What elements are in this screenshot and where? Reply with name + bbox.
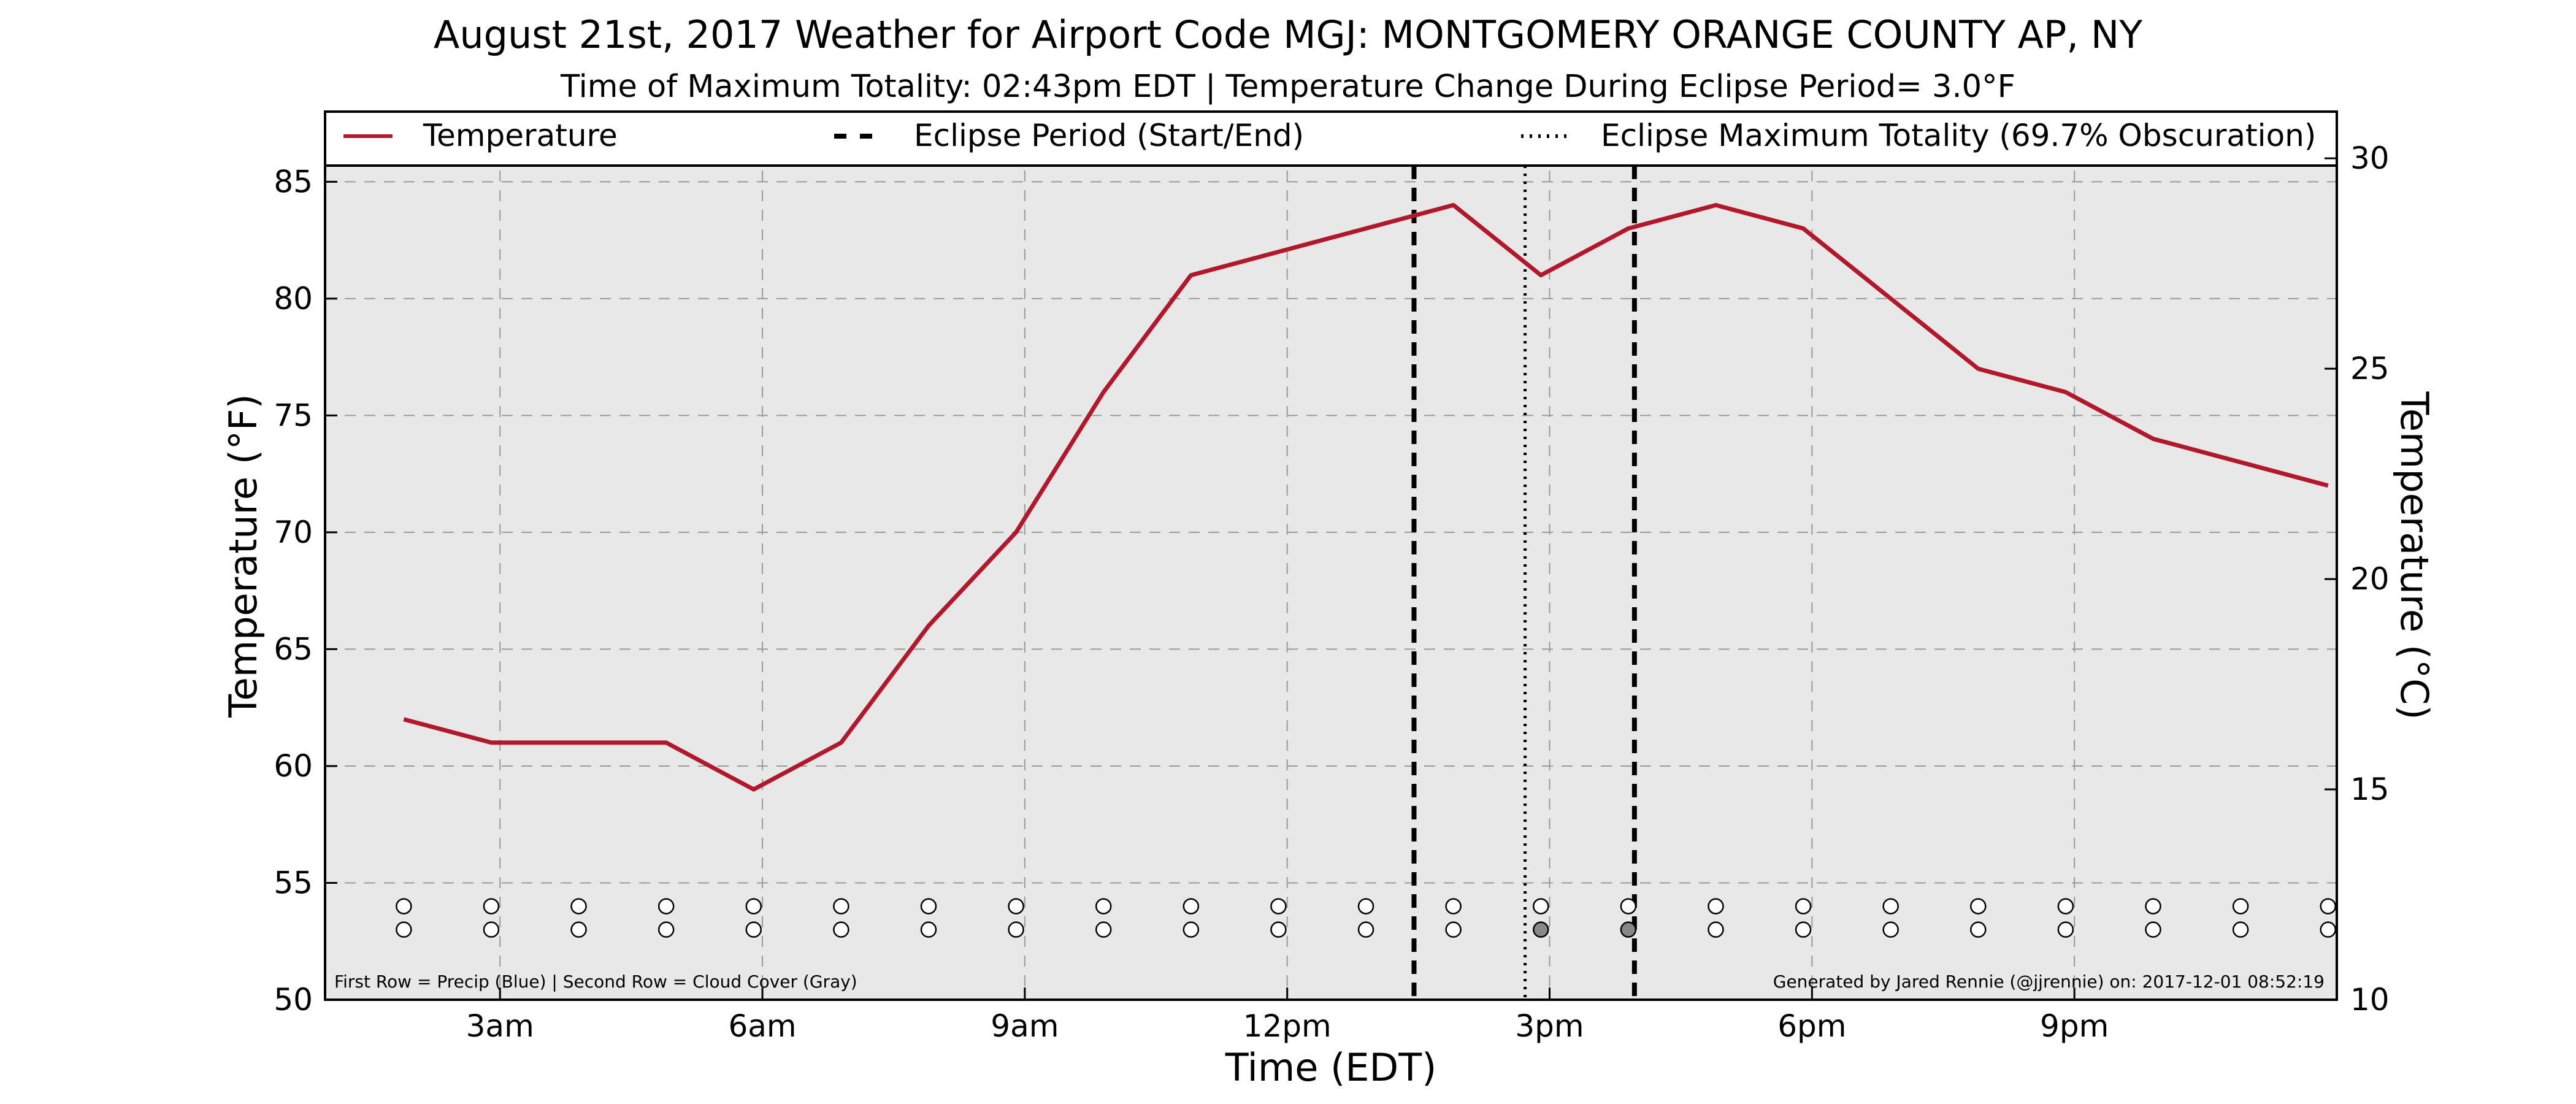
precip-marker xyxy=(657,898,675,914)
precip-marker xyxy=(745,898,762,914)
precip-marker xyxy=(833,898,849,914)
y-tick-label-right: 30 xyxy=(2350,140,2390,176)
cloud-cover-marker xyxy=(1708,921,1724,938)
precip-marker xyxy=(2057,898,2074,914)
precip-marker xyxy=(2145,898,2161,914)
cloud-cover-marker xyxy=(1095,921,1112,938)
cloud-cover-marker xyxy=(745,921,762,938)
x-tick-label: 6pm xyxy=(1777,1008,1846,1044)
precip-marker xyxy=(1183,898,1200,914)
precip-marker xyxy=(2320,898,2336,914)
plot-frame xyxy=(324,110,2338,1001)
cloud-cover-marker xyxy=(1445,921,1462,938)
y-tick-label: 60 xyxy=(274,748,313,784)
precip-marker xyxy=(1008,898,1024,914)
y-tick-label-right: 20 xyxy=(2350,561,2390,597)
plot-area xyxy=(325,112,2337,1000)
x-tick-label: 6am xyxy=(728,1008,796,1044)
cloud-cover-marker xyxy=(657,921,675,938)
precip-marker xyxy=(1357,898,1374,914)
y-tick-label-right: 10 xyxy=(2350,982,2390,1018)
precip-marker xyxy=(1795,898,1812,914)
cloud-cover-marker xyxy=(2320,921,2336,938)
y-tick-label: 65 xyxy=(274,631,313,667)
cloud-cover-marker xyxy=(1008,921,1024,938)
cloud-cover-marker xyxy=(920,921,937,938)
y-tick-label: 85 xyxy=(274,164,313,199)
eclipse-lines xyxy=(1411,166,1637,1000)
marker-rows xyxy=(396,898,2336,938)
cloud-cover-marker xyxy=(1533,921,1549,938)
y-tick-label: 75 xyxy=(274,397,313,433)
legend-label-eclipse-max: Eclipse Maximum Totality (69.7% Obscurat… xyxy=(1601,118,2316,153)
legend-label-eclipse-period: Eclipse Period (Start/End) xyxy=(914,118,1304,153)
x-tick-label: 3pm xyxy=(1515,1008,1584,1044)
y-tick-label: 80 xyxy=(274,281,313,316)
cloud-cover-marker xyxy=(1183,921,1200,938)
annotation-left: First Row = Precip (Blue) | Second Row =… xyxy=(334,972,857,992)
cloud-cover-marker xyxy=(483,921,500,938)
y-tick-label: 50 xyxy=(274,982,313,1018)
precip-marker xyxy=(1970,898,1987,914)
precip-marker xyxy=(1445,898,1462,914)
chart-title: August 21st, 2017 Weather for Airport Co… xyxy=(434,12,2142,57)
cloud-cover-marker xyxy=(1882,921,1899,938)
series-layer xyxy=(403,202,2329,792)
cloud-cover-marker xyxy=(2232,921,2249,938)
cloud-cover-marker xyxy=(1970,921,1987,938)
precip-marker xyxy=(1708,898,1724,914)
chart-subtitle: Time of Maximum Totality: 02:43pm EDT | … xyxy=(560,69,2015,105)
precip-marker xyxy=(1620,898,1637,914)
annotation-right: Generated by Jared Rennie (@jjrennie) on… xyxy=(1773,972,2325,992)
x-tick-label: 12pm xyxy=(1243,1008,1332,1044)
cloud-cover-marker xyxy=(833,921,849,938)
precip-marker xyxy=(1533,898,1549,914)
precip-marker xyxy=(1270,898,1287,914)
precip-marker xyxy=(920,898,937,914)
cloud-cover-marker xyxy=(1270,921,1287,938)
cloud-cover-marker xyxy=(1620,921,1637,938)
y-axis-label: Temperature (°F) xyxy=(221,394,266,718)
y-tick-label-right: 25 xyxy=(2350,351,2390,386)
cloud-cover-marker xyxy=(570,921,587,938)
legend xyxy=(324,110,2338,167)
y-tick-label: 70 xyxy=(274,515,313,550)
precip-marker xyxy=(570,898,587,914)
precip-marker xyxy=(1882,898,1899,914)
legend-label-temperature: Temperature xyxy=(423,118,618,153)
precip-marker xyxy=(483,898,500,914)
precip-marker xyxy=(1095,898,1112,914)
x-tick-label: 9am xyxy=(991,1008,1059,1044)
precip-marker xyxy=(396,898,412,914)
cloud-cover-marker xyxy=(1357,921,1374,938)
y-axis-label-right: Temperature (°C) xyxy=(2392,391,2437,719)
y-tick-label: 55 xyxy=(274,865,313,900)
precip-marker xyxy=(2232,898,2249,914)
cloud-cover-marker xyxy=(1795,921,1812,938)
x-tick-label: 3am xyxy=(466,1008,534,1044)
y-tick-label-right: 15 xyxy=(2350,772,2390,807)
cloud-cover-marker xyxy=(396,921,412,938)
cloud-cover-marker xyxy=(2057,921,2074,938)
grid-lines xyxy=(325,112,2337,1000)
x-axis-label: Time (EDT) xyxy=(1225,1045,1437,1090)
axes: 50 55 60 65 70 75 80 85 10 15 20 25 30 3am 6am 9am 12pm 3… xyxy=(274,140,2389,1044)
cloud-cover-marker xyxy=(2145,921,2161,938)
x-tick-label: 9pm xyxy=(2040,1008,2109,1044)
